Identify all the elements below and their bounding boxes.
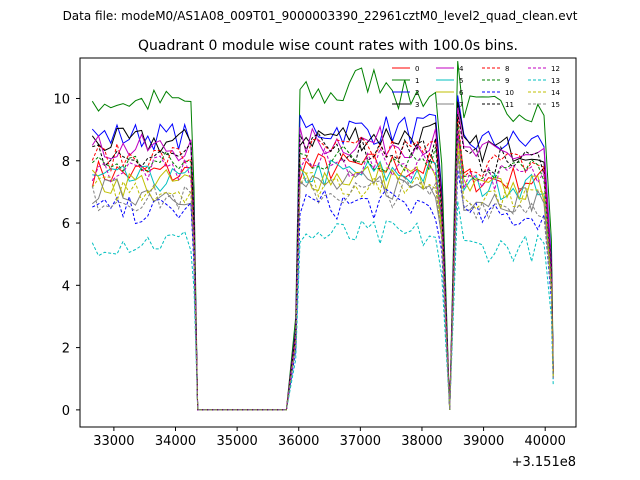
x-tick-label: 36000 <box>278 434 319 449</box>
chart-title: Quadrant 0 module wise count rates with … <box>138 38 518 54</box>
series-line-3 <box>91 101 554 411</box>
legend-label-12: 12 <box>551 65 560 73</box>
x-axis: 33000 34000 35000 36000 37000 38000 39000 40000 <box>93 427 566 449</box>
legend-label-8: 8 <box>505 65 509 73</box>
y-tick-label: 0 <box>62 404 70 419</box>
x-tick-label: 39000 <box>463 434 504 449</box>
x-tick-label: 33000 <box>93 434 134 449</box>
series-line-8 <box>91 117 554 411</box>
y-tick-label: 6 <box>62 217 70 232</box>
legend-label-1: 1 <box>415 77 419 85</box>
legend-label-13: 13 <box>551 77 560 85</box>
legend-label-9: 9 <box>505 77 509 85</box>
y-tick-label: 8 <box>62 155 70 170</box>
x-offset-label: +3.151e8 <box>512 455 576 470</box>
y-axis: 0 2 4 6 8 10 <box>53 92 80 419</box>
plot-lines <box>91 61 554 411</box>
series-line-9 <box>91 123 554 411</box>
x-tick-label: 38000 <box>401 434 442 449</box>
series-line-1 <box>91 61 554 411</box>
legend-label-2: 2 <box>415 89 419 97</box>
legend-label-0: 0 <box>415 65 419 73</box>
legend-label-7: 7 <box>459 101 463 109</box>
series-line-12 <box>91 129 554 411</box>
legend-label-3: 3 <box>415 101 419 109</box>
series-line-6 <box>91 142 554 411</box>
y-tick-label: 4 <box>62 279 70 294</box>
y-tick-label: 10 <box>53 92 70 107</box>
legend-label-14: 14 <box>551 89 560 97</box>
axes-frame <box>79 57 577 428</box>
figure-suptitle: Data file: modeM0/AS1A08_009T01_90000033… <box>63 9 578 23</box>
y-tick-label: 2 <box>62 342 70 357</box>
series-line-0 <box>91 132 554 411</box>
legend-label-4: 4 <box>459 65 464 73</box>
legend-label-15: 15 <box>551 101 560 109</box>
legend-label-6: 6 <box>459 89 464 97</box>
series-line-13 <box>91 201 554 411</box>
x-tick-label: 35000 <box>216 434 257 449</box>
series-line-4 <box>91 107 554 411</box>
legend-label-5: 5 <box>459 77 463 85</box>
series-line-7 <box>91 151 554 411</box>
x-tick-label: 34000 <box>155 434 196 449</box>
series-line-10 <box>92 170 554 411</box>
x-tick-label: 40000 <box>525 434 566 449</box>
x-tick-label: 37000 <box>340 434 381 449</box>
series-line-15 <box>91 157 554 411</box>
legend-label-10: 10 <box>505 89 514 97</box>
series-line-14 <box>91 148 554 411</box>
legend-label-11: 11 <box>505 101 514 109</box>
series-line-11 <box>92 114 554 411</box>
